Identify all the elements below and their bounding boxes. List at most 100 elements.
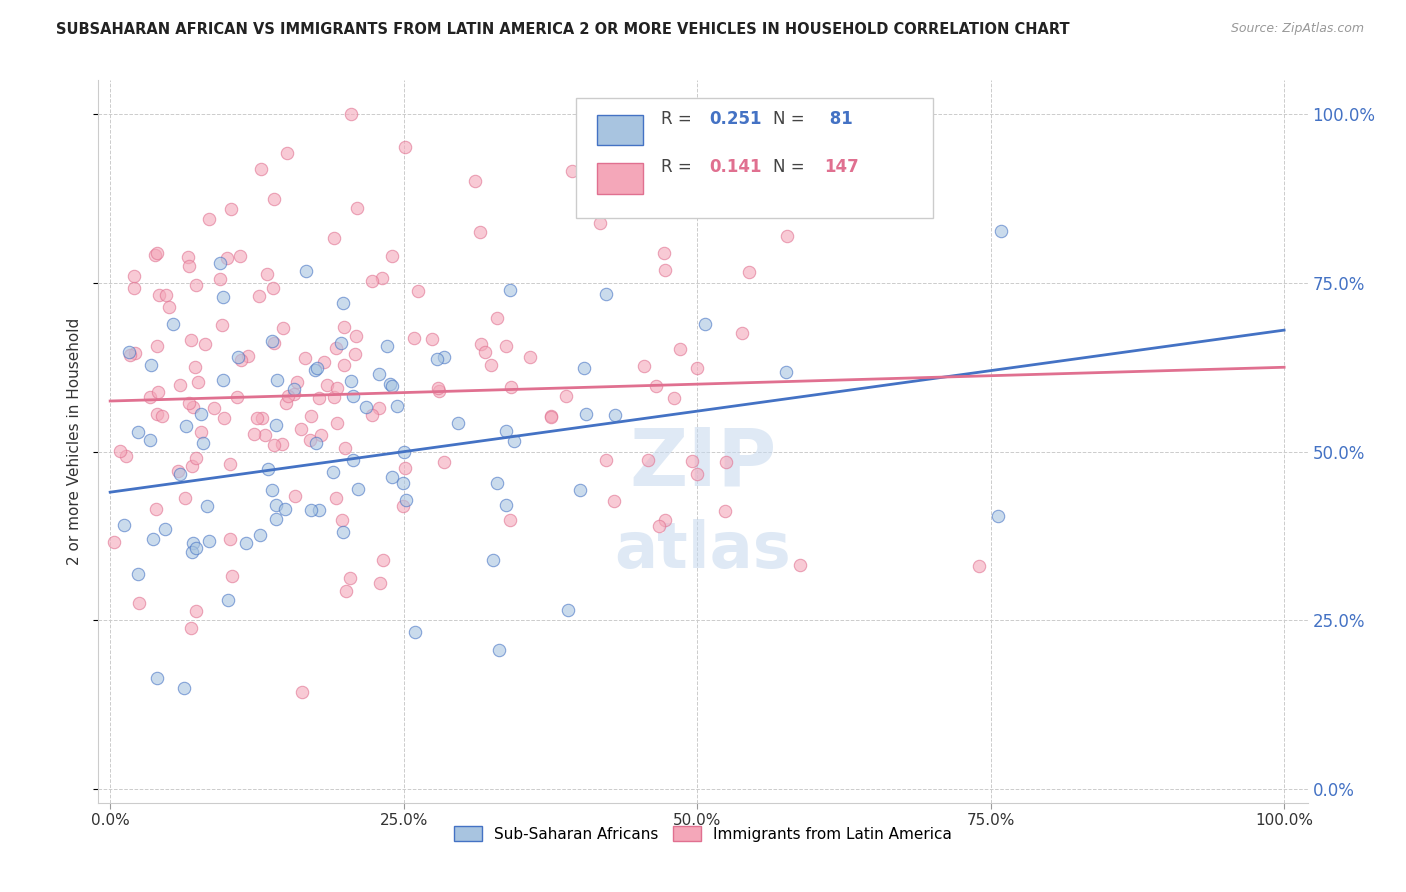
Point bbox=[226, 390, 249, 404]
Point bbox=[519, 350, 541, 364]
Point bbox=[277, 389, 299, 403]
Point bbox=[256, 267, 278, 281]
Point bbox=[202, 401, 225, 415]
Point bbox=[103, 535, 125, 549]
Point bbox=[495, 425, 517, 439]
Point bbox=[375, 339, 398, 353]
Legend: Sub-Saharan Africans, Immigrants from Latin America: Sub-Saharan Africans, Immigrants from La… bbox=[446, 818, 960, 849]
Point bbox=[294, 351, 316, 365]
Point bbox=[356, 400, 378, 414]
Point bbox=[181, 458, 204, 473]
Text: 81: 81 bbox=[824, 110, 852, 128]
Point bbox=[470, 336, 492, 351]
Point bbox=[157, 300, 180, 314]
Point bbox=[118, 347, 141, 361]
Point bbox=[274, 396, 297, 410]
FancyBboxPatch shape bbox=[576, 98, 932, 218]
Point bbox=[464, 174, 486, 188]
Point bbox=[990, 224, 1012, 238]
Point bbox=[262, 281, 284, 295]
Point bbox=[186, 451, 208, 466]
Text: Source: ZipAtlas.com: Source: ZipAtlas.com bbox=[1230, 22, 1364, 36]
Point bbox=[283, 387, 305, 401]
Point bbox=[174, 491, 197, 506]
Point bbox=[264, 417, 287, 432]
Point bbox=[191, 435, 214, 450]
Point bbox=[340, 374, 363, 388]
Point bbox=[219, 202, 242, 216]
Point bbox=[446, 416, 468, 430]
Point bbox=[295, 264, 318, 278]
Point bbox=[197, 211, 219, 226]
Point bbox=[235, 535, 257, 549]
Point bbox=[271, 437, 294, 451]
Point bbox=[392, 445, 415, 459]
Y-axis label: 2 or more Vehicles in Household: 2 or more Vehicles in Household bbox=[67, 318, 83, 566]
Point bbox=[217, 251, 239, 265]
Point bbox=[221, 569, 243, 583]
Point bbox=[368, 367, 391, 381]
Point bbox=[127, 566, 149, 581]
Point bbox=[142, 533, 165, 547]
Point bbox=[316, 377, 339, 392]
Point bbox=[219, 458, 242, 472]
Point bbox=[485, 310, 508, 325]
Point bbox=[574, 360, 596, 375]
Point bbox=[139, 390, 162, 404]
Point bbox=[276, 146, 298, 161]
Point bbox=[198, 533, 221, 548]
Text: 147: 147 bbox=[824, 158, 859, 176]
Point bbox=[378, 377, 401, 392]
Point bbox=[212, 411, 235, 425]
Point bbox=[260, 334, 283, 348]
Point bbox=[257, 462, 280, 476]
Point bbox=[479, 358, 502, 372]
Point bbox=[150, 409, 173, 423]
Point bbox=[662, 391, 685, 405]
Point bbox=[967, 559, 990, 574]
Point bbox=[474, 344, 496, 359]
Point bbox=[654, 513, 676, 527]
Point bbox=[177, 259, 200, 273]
Point bbox=[263, 192, 285, 206]
Point bbox=[495, 339, 517, 353]
Point bbox=[305, 360, 328, 375]
Point bbox=[127, 425, 149, 439]
Text: R =: R = bbox=[661, 110, 697, 128]
Point bbox=[427, 381, 450, 395]
Point bbox=[332, 295, 354, 310]
Point bbox=[335, 583, 357, 598]
Point bbox=[250, 410, 273, 425]
Point bbox=[284, 489, 307, 503]
Point bbox=[381, 378, 404, 392]
Point bbox=[153, 521, 176, 535]
Point bbox=[246, 411, 269, 425]
Point bbox=[145, 501, 167, 516]
Point bbox=[139, 358, 162, 372]
Point bbox=[495, 499, 517, 513]
Point bbox=[652, 246, 675, 260]
Point bbox=[325, 381, 347, 395]
Point bbox=[211, 318, 233, 332]
Bar bbox=[596, 163, 643, 194]
Point bbox=[330, 336, 353, 351]
Point bbox=[211, 373, 233, 387]
Point bbox=[266, 372, 288, 386]
Point bbox=[169, 467, 191, 481]
Point bbox=[603, 494, 626, 508]
Point bbox=[254, 427, 277, 442]
Point bbox=[285, 375, 308, 389]
Point bbox=[714, 455, 737, 469]
Point bbox=[173, 681, 195, 696]
Point bbox=[346, 202, 368, 216]
Point bbox=[603, 409, 626, 423]
Point bbox=[339, 107, 361, 121]
Point bbox=[249, 528, 271, 542]
Point bbox=[332, 513, 354, 527]
Text: N =: N = bbox=[773, 110, 804, 128]
Point bbox=[228, 350, 250, 364]
Text: 0.251: 0.251 bbox=[709, 110, 762, 128]
Point bbox=[503, 434, 526, 449]
Point bbox=[342, 389, 364, 403]
Text: atlas: atlas bbox=[614, 519, 792, 581]
